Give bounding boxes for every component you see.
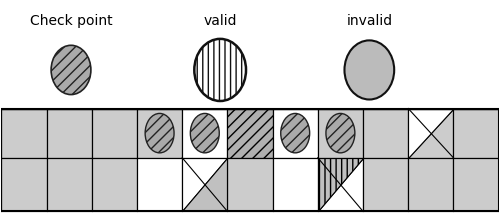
Bar: [182, 108, 228, 158]
Polygon shape: [182, 158, 228, 211]
Bar: [46, 108, 92, 158]
Bar: [454, 158, 498, 211]
Polygon shape: [182, 158, 228, 211]
Bar: [137, 158, 182, 211]
Polygon shape: [318, 158, 363, 211]
Polygon shape: [318, 158, 363, 211]
Bar: [92, 158, 137, 211]
Text: invalid: invalid: [346, 14, 393, 28]
Text: valid: valid: [204, 14, 237, 28]
Bar: [363, 158, 408, 211]
Bar: [2, 108, 46, 158]
Bar: [137, 108, 182, 158]
Bar: [228, 108, 272, 158]
Bar: [272, 108, 318, 158]
Ellipse shape: [145, 113, 174, 153]
Ellipse shape: [344, 40, 394, 100]
Bar: [2, 108, 498, 211]
Ellipse shape: [51, 45, 91, 95]
Bar: [272, 158, 318, 211]
Ellipse shape: [190, 113, 220, 153]
Ellipse shape: [280, 113, 310, 153]
Bar: [363, 108, 408, 158]
Bar: [454, 108, 498, 158]
Text: Check point: Check point: [30, 14, 112, 28]
Ellipse shape: [326, 113, 355, 153]
Polygon shape: [408, 108, 454, 158]
Bar: [46, 158, 92, 211]
Bar: [318, 108, 363, 158]
Bar: [2, 158, 46, 211]
Bar: [2, 108, 498, 211]
Bar: [228, 158, 272, 211]
Bar: [92, 108, 137, 158]
Ellipse shape: [194, 39, 246, 101]
Bar: [408, 158, 454, 211]
Polygon shape: [408, 108, 454, 158]
